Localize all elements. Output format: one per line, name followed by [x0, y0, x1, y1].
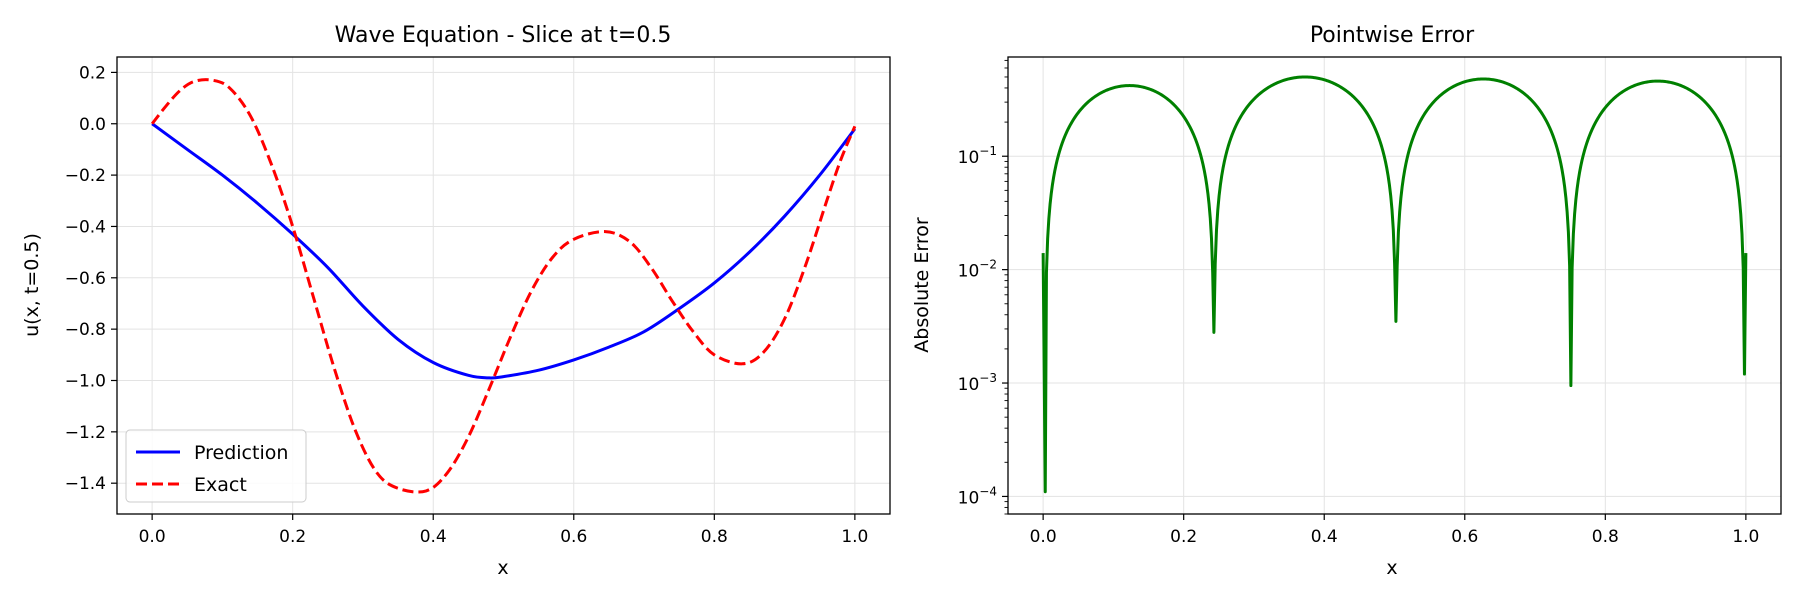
right-x-tick-label: 0.4	[1311, 527, 1338, 547]
right-y-ticks: 10−1 10−2 10−3 10−4	[958, 59, 1008, 515]
left-y-tick-label: −1.2	[65, 423, 106, 443]
left-grid	[117, 57, 890, 514]
left-y-tick-label: −1.0	[65, 371, 106, 391]
right-plot: Pointwise Error 0.0 0.2 0.4 0.6 0.8 1.0 10−11…	[911, 23, 1782, 579]
right-x-tick-label: 0.2	[1170, 527, 1197, 547]
right-series	[1041, 75, 1748, 494]
series-line-prediction	[151, 122, 857, 380]
left-x-axis-label: x	[497, 557, 508, 579]
left-x-tick-label: 1.0	[841, 527, 868, 547]
right-x-tick-label: 0.0	[1030, 527, 1057, 547]
left-y-tick-label: −0.6	[65, 269, 106, 289]
left-x-ticks: 0.0 0.2 0.4 0.6 0.8 1.0	[139, 514, 868, 547]
left-x-tick-label: 0.0	[139, 527, 166, 547]
left-y-tick-label: −1.4	[65, 474, 106, 494]
series-line-error	[1041, 75, 1748, 494]
legend-label-prediction: Prediction	[194, 442, 288, 464]
right-y-axis-label: Absolute Error	[911, 217, 933, 353]
left-y-tick-label: −0.8	[65, 320, 106, 340]
right-x-tick-label: 1.0	[1732, 527, 1759, 547]
left-series	[150, 78, 857, 494]
left-legend: Prediction Exact	[125, 429, 307, 503]
right-x-tick-label: 0.8	[1592, 527, 1619, 547]
right-x-tick-label: 0.6	[1451, 527, 1478, 547]
left-x-tick-label: 0.6	[560, 527, 587, 547]
left-plot: Wave Equation - Slice at t=0.5 0.0 0.2 0.4…	[21, 23, 891, 579]
right-y-tick-exponent: −3	[979, 371, 997, 385]
right-y-tick-label: 10−4	[958, 484, 997, 508]
left-y-tick-label: 0.0	[79, 115, 106, 135]
left-y-axis-label: u(x, t=0.5)	[21, 233, 43, 337]
right-axes-frame	[1007, 56, 1782, 515]
left-y-tick-label: 0.2	[79, 63, 106, 83]
right-y-tick-label: 10−2	[958, 258, 997, 282]
right-x-axis-label: x	[1386, 557, 1397, 579]
right-title: Pointwise Error	[1310, 23, 1475, 48]
left-x-tick-label: 0.4	[420, 527, 447, 547]
right-x-ticks: 0.0 0.2 0.4 0.6 0.8 1.0	[1030, 514, 1759, 547]
left-y-ticks: 0.2 0.0 −0.2 −0.4 −0.6 −0.8 −1.0 −1.2 −1.4	[65, 63, 117, 494]
left-y-tick-label: −0.4	[65, 217, 106, 237]
left-axes-frame	[116, 56, 891, 515]
left-title: Wave Equation - Slice at t=0.5	[335, 23, 672, 48]
left-y-tick-label: −0.2	[65, 166, 106, 186]
legend-label-exact: Exact	[194, 474, 247, 496]
left-x-tick-label: 0.8	[701, 527, 728, 547]
right-y-tick-label: 10−3	[958, 371, 997, 395]
right-y-tick-exponent: −1	[979, 144, 997, 158]
left-x-tick-label: 0.2	[279, 527, 306, 547]
right-y-tick-exponent: −2	[979, 258, 997, 272]
right-y-tick-exponent: −4	[979, 484, 997, 498]
right-y-tick-label: 10−1	[958, 144, 997, 168]
